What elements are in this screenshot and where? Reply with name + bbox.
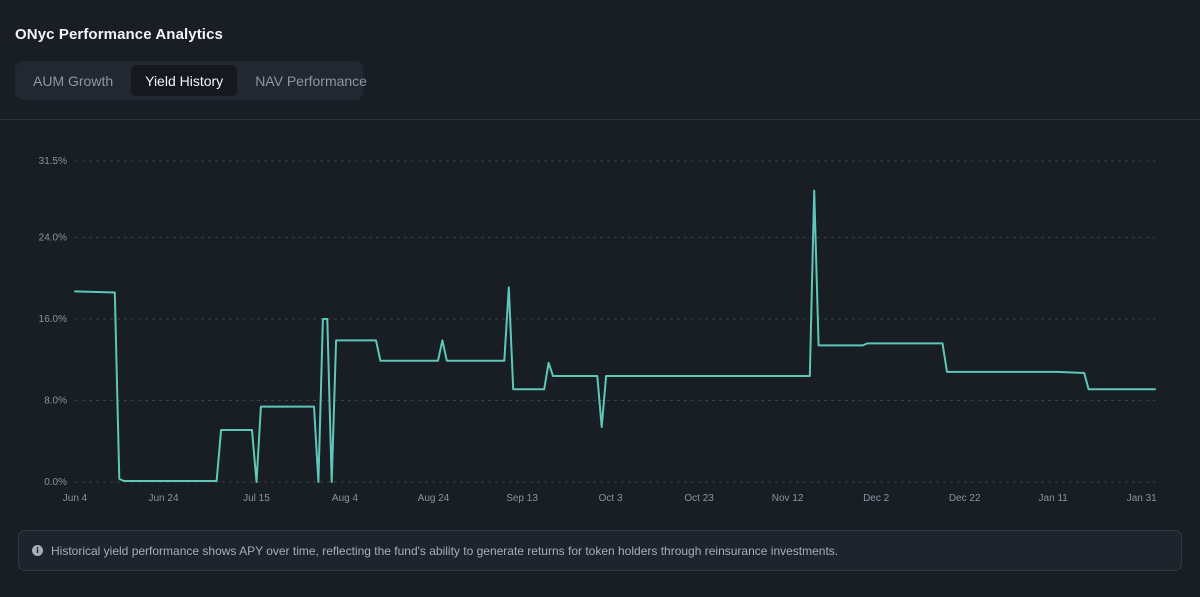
info-text: Historical yield performance shows APY o… <box>51 543 839 558</box>
x-tick-label: Jun 4 <box>63 493 88 504</box>
page-title: ONyc Performance Analytics <box>15 26 223 43</box>
yield-data-point <box>818 344 820 347</box>
yield-data-point <box>813 189 815 192</box>
chart-tabs: AUM Growth Yield History NAV Performance <box>15 61 367 100</box>
yield-data-point <box>941 342 944 345</box>
yield-data-point <box>260 405 262 408</box>
x-tick-label: Aug 4 <box>332 493 359 504</box>
x-tick-label: Jan 11 <box>1039 493 1069 504</box>
yield-data-point <box>255 481 258 483</box>
x-tick-label: Jul 15 <box>243 493 270 504</box>
yield-data-point <box>74 290 76 293</box>
y-tick-label: 31.5% <box>39 156 67 167</box>
yield-data-point <box>326 318 328 320</box>
yield-data-point <box>216 480 218 482</box>
x-tick-label: Dec 2 <box>863 493 890 504</box>
yield-data-point <box>313 405 315 408</box>
yield-data-point <box>503 360 505 362</box>
tab-aum-growth[interactable]: AUM Growth <box>33 72 114 89</box>
yield-data-point <box>375 339 377 341</box>
info-icon: i <box>32 545 43 556</box>
yield-data-point <box>508 286 510 288</box>
yield-data-point <box>512 388 514 390</box>
yield-data-point <box>1088 388 1090 390</box>
yield-data-point <box>1057 371 1059 373</box>
yield-data-point <box>123 480 125 482</box>
yield-data-point <box>1083 372 1085 374</box>
yield-data-point <box>331 481 333 483</box>
yield-series-line <box>74 189 1156 483</box>
yield-data-point <box>322 318 324 320</box>
y-tick-label: 16.0% <box>39 314 67 325</box>
yield-data-point <box>379 360 382 362</box>
yield-data-point <box>946 371 948 373</box>
info-note: i Historical yield performance shows APY… <box>18 530 1182 571</box>
yield-data-point <box>866 342 868 345</box>
x-tick-label: Dec 22 <box>949 493 981 504</box>
x-tick-label: Jan 31 <box>1127 493 1157 504</box>
y-tick-label: 24.0% <box>39 232 67 243</box>
yield-data-point <box>596 375 598 377</box>
yield-data-point <box>809 375 811 377</box>
y-tick-label: 0.0% <box>44 477 67 488</box>
x-tick-label: Jun 24 <box>149 493 179 504</box>
yield-data-point <box>437 360 439 362</box>
header-divider <box>0 119 1200 120</box>
yield-data-point <box>548 362 550 364</box>
yield-data-point <box>220 429 222 431</box>
tab-nav-performance[interactable]: NAV Performance <box>255 72 367 89</box>
yield-data-point <box>1154 388 1156 390</box>
yield-data-point <box>251 429 253 431</box>
yield-data-point <box>118 478 120 480</box>
x-tick-label: Nov 12 <box>772 493 804 504</box>
yield-data-point <box>552 375 554 377</box>
y-tick-label: 8.0% <box>44 395 67 406</box>
x-tick-label: Aug 24 <box>418 493 450 504</box>
yield-history-chart: 0.0% 8.0% 16.0% 24.0% 31.5% Jun 4 Jun 24 Jul 15… <box>39 156 1158 504</box>
x-tick-label: Sep 13 <box>506 493 538 504</box>
x-tick-label: Oct 23 <box>684 493 714 504</box>
yield-data-point <box>446 360 448 362</box>
yield-data-point <box>605 375 607 377</box>
yield-data-point <box>114 291 116 294</box>
yield-data-point <box>862 344 864 347</box>
x-tick-label: Oct 3 <box>599 493 623 504</box>
yield-data-point <box>317 481 320 483</box>
yield-data-point <box>441 339 443 341</box>
yield-data-point <box>543 388 545 390</box>
yield-data-point <box>601 426 603 428</box>
yield-data-point <box>335 339 337 341</box>
tab-yield-history[interactable]: Yield History <box>131 65 238 96</box>
